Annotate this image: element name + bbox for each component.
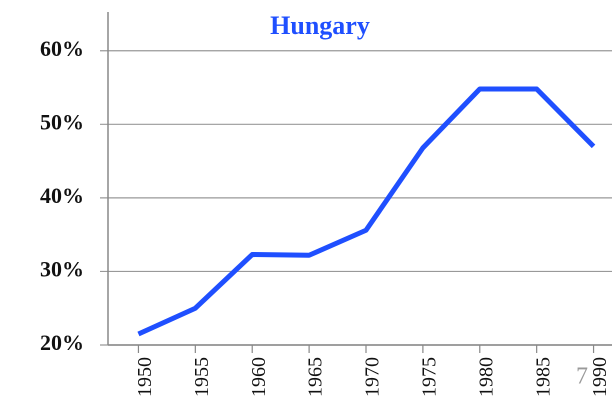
- y-tick-label: 60%: [40, 36, 84, 61]
- x-tick-label: 1955: [191, 357, 213, 397]
- x-tick-label: 1950: [134, 357, 156, 397]
- x-tick-label: 1985: [532, 357, 554, 397]
- slide-number: 7: [576, 364, 588, 390]
- x-tick-label: 1970: [362, 357, 384, 397]
- y-tick-label: 40%: [40, 183, 84, 208]
- x-tick-label: 1960: [248, 357, 270, 397]
- x-tick-label: 1975: [418, 357, 440, 397]
- x-tick-label: 1980: [475, 357, 497, 397]
- y-tick-label: 30%: [40, 256, 84, 281]
- y-tick-label: 20%: [40, 330, 84, 355]
- x-tick-label: 1965: [305, 357, 327, 397]
- line-series: [137, 86, 596, 337]
- y-tick-label: 50%: [40, 109, 84, 134]
- x-tick-label: 1990: [589, 357, 611, 397]
- chart-title: Hungary: [270, 11, 370, 40]
